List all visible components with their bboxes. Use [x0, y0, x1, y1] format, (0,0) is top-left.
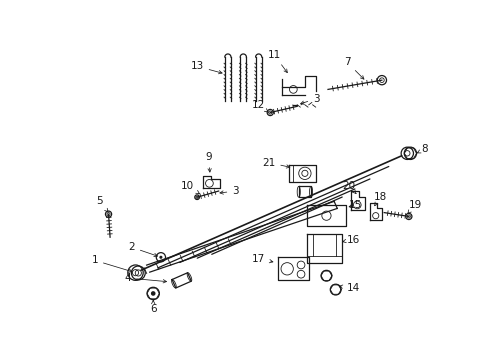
Text: 12: 12 [251, 100, 268, 112]
Text: 14: 14 [339, 283, 359, 293]
Text: 3: 3 [300, 94, 319, 104]
Text: 1: 1 [91, 255, 132, 272]
Circle shape [159, 256, 162, 259]
Circle shape [151, 291, 155, 296]
Text: 6: 6 [150, 301, 156, 314]
Text: 7: 7 [343, 58, 363, 79]
Text: 8: 8 [416, 144, 427, 154]
Text: 15: 15 [347, 200, 361, 210]
Text: 3: 3 [220, 186, 239, 196]
Text: 16: 16 [342, 235, 359, 244]
Text: 9: 9 [205, 152, 211, 172]
Text: 4: 4 [124, 273, 166, 283]
Text: 5: 5 [96, 196, 108, 212]
Text: 13: 13 [190, 61, 222, 74]
Text: 18: 18 [373, 192, 386, 206]
Text: 10: 10 [180, 181, 199, 194]
Text: 21: 21 [262, 158, 289, 168]
Text: 20: 20 [342, 181, 355, 194]
Text: 17: 17 [251, 254, 272, 264]
Text: 19: 19 [407, 200, 421, 213]
Text: 2: 2 [128, 242, 157, 257]
Text: 11: 11 [267, 50, 287, 73]
